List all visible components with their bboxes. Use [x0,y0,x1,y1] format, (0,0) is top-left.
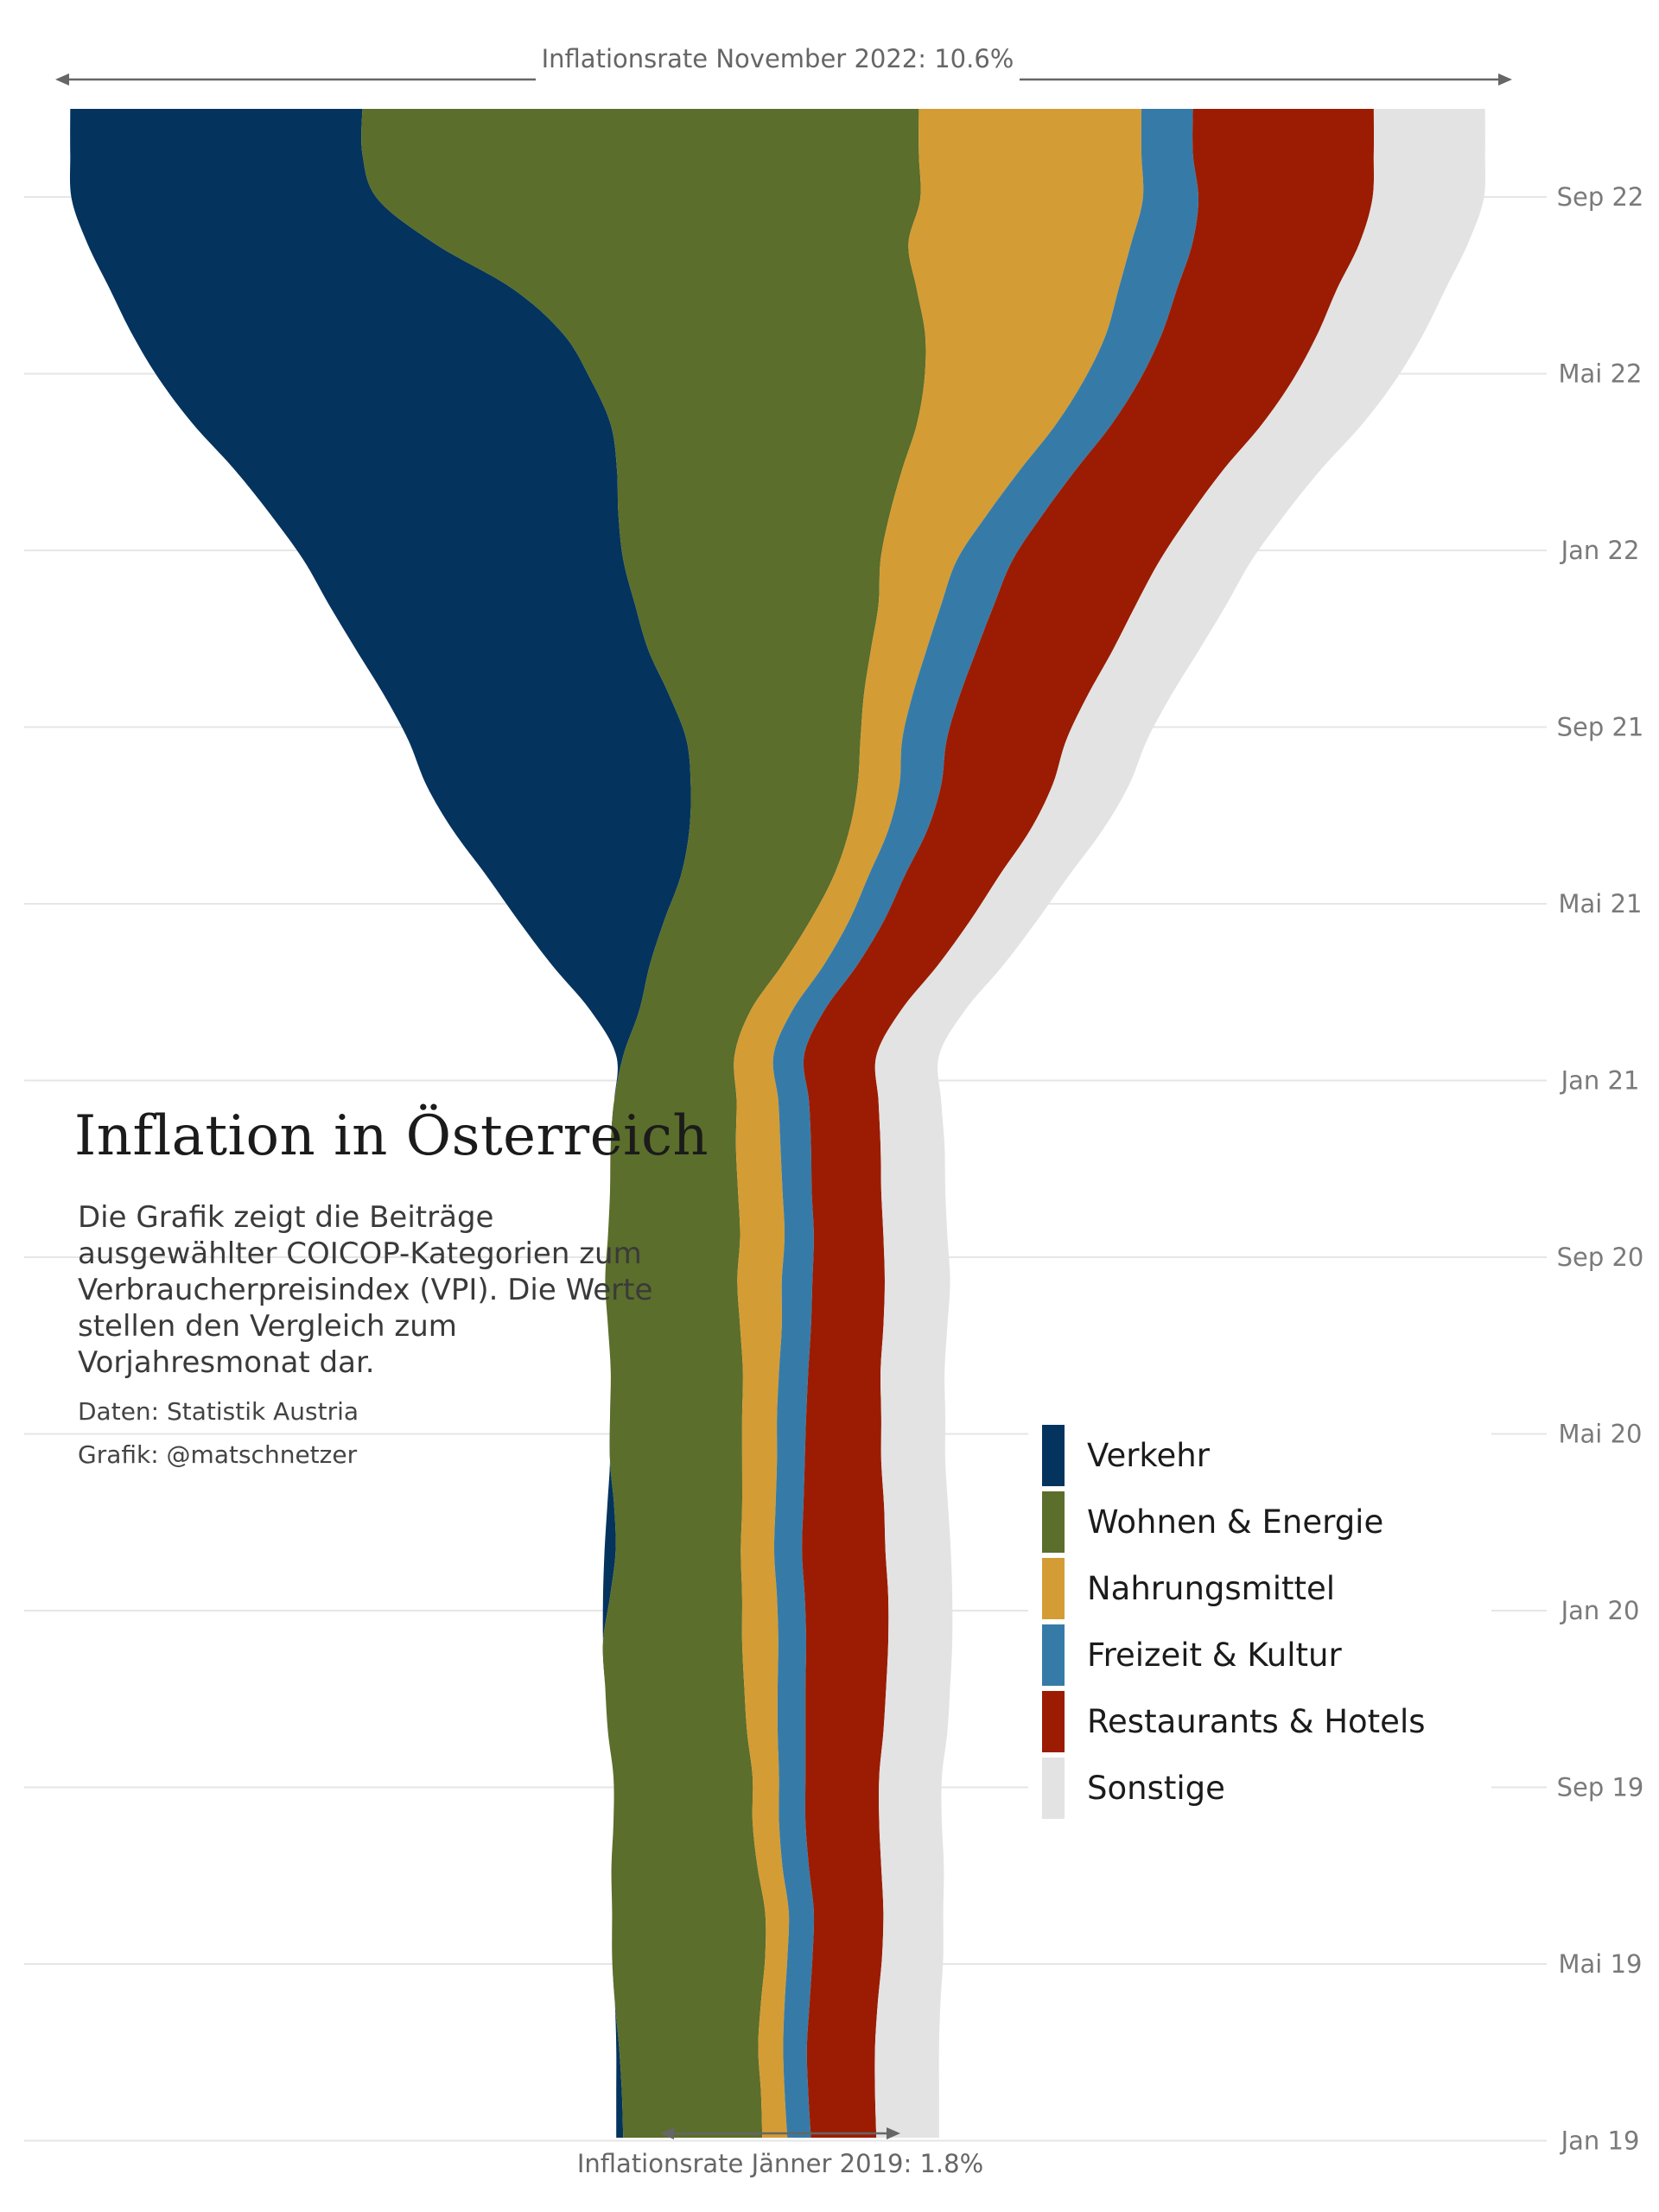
stream-area-freizeit-kultur [772,109,1199,2138]
chart-description: Die Grafik zeigt die Beiträge ausgewählt… [78,1200,653,1380]
legend-label: Freizeit & Kultur [1087,1637,1342,1674]
legend-swatch [1042,1491,1065,1553]
legend-swatch [1042,1624,1065,1686]
time-tick-label: Mai 21 [1559,889,1643,918]
top-range-arrow-left [55,73,69,86]
legend-label: Verkehr [1087,1437,1210,1474]
time-tick-label: Jan 21 [1560,1066,1640,1096]
legend-swatch [1042,1691,1065,1752]
stream-area-wohnen-energie [361,109,926,2138]
bottom-range-arrow-left [660,2127,674,2139]
time-tick-label: Sep 20 [1557,1243,1644,1272]
top-range-label: Inflationsrate November 2022: 10.6% [542,44,1014,73]
legend-item: Wohnen & Energie [1042,1489,1491,1555]
stream-area-nahrungsmittel [734,109,1144,2138]
time-tick-label: Mai 20 [1559,1420,1643,1449]
time-tick-label: Jan 20 [1560,1596,1640,1625]
legend-item: Freizeit & Kultur [1042,1622,1491,1688]
time-tick-label: Jan 19 [1560,2126,1640,2156]
stream-area-verkehr [69,109,691,2138]
time-tick-label: Sep 21 [1557,713,1644,742]
legend-item: Restaurants & Hotels [1042,1688,1491,1755]
legend-label: Restaurants & Hotels [1087,1703,1426,1740]
top-range-arrow-right [1498,73,1512,86]
legend-label: Wohnen & Energie [1087,1503,1384,1541]
legend-item: Sonstige [1042,1755,1491,1821]
chart-credit: Grafik: @matschnetzer [78,1440,358,1469]
top-range-label-bg [536,41,1020,85]
time-tick-label: Mai 22 [1559,359,1643,389]
legend-swatch [1042,1425,1065,1486]
stream-area-restaurants-hotels [802,109,1375,2138]
bottom-range-label: Inflationsrate Jänner 2019: 1.8% [577,2149,983,2178]
legend: Verkehr Wohnen & Energie Nahrungsmittel Fre… [1028,1410,1491,1828]
legend-item: Nahrungsmittel [1042,1555,1491,1622]
stream-areas [69,109,1486,2138]
time-tick-label: Sep 19 [1557,1773,1644,1802]
data-source: Daten: Statistik Austria [78,1397,359,1426]
time-tick-label: Jan 22 [1560,536,1640,565]
legend-item: Verkehr [1042,1422,1491,1489]
stream-area-sonstige [874,109,1486,2138]
range-annotations: Inflationsrate November 2022: 10.6% Infl… [55,41,1512,2178]
time-tick-label: Sep 22 [1557,182,1644,212]
chart-title: Inflation in Österreich [74,1104,709,1168]
legend-label: Sonstige [1087,1770,1225,1807]
legend-swatch [1042,1558,1065,1619]
legend-swatch [1042,1758,1065,1819]
legend-label: Nahrungsmittel [1087,1570,1336,1607]
bottom-range-arrow-right [887,2127,900,2139]
title-block: Inflation in Österreich Die Grafik zeigt… [74,1104,709,1479]
time-tick-label: Mai 19 [1559,1949,1643,1979]
time-axis-labels: Sep 22 Mai 22 Jan 22 Sep 21 Mai 21 Jan 21 Sep … [1557,182,1644,2156]
